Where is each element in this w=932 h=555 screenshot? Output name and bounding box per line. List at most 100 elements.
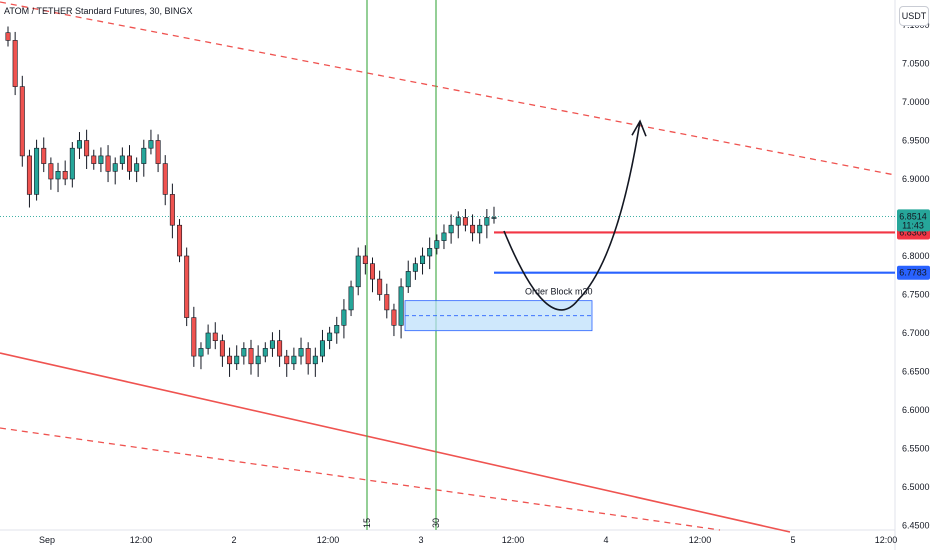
candle-body <box>205 332 211 349</box>
candle-body <box>327 332 333 341</box>
lower-trendline <box>0 352 791 533</box>
price-tick-label: 6.7500 <box>902 290 930 300</box>
candle-body <box>169 194 175 226</box>
candle-body <box>412 263 418 272</box>
candle-body <box>105 155 111 172</box>
candle-body <box>369 263 375 280</box>
candle-body <box>420 255 426 264</box>
candle-body <box>312 355 318 365</box>
candle-body <box>141 147 147 164</box>
candle-body <box>241 348 247 357</box>
time-tick-label: 12:00 <box>875 535 898 545</box>
price-level-value: 6.8306 <box>899 227 927 237</box>
candle-body <box>377 278 383 295</box>
candle-body <box>391 309 397 326</box>
candle-body <box>41 147 47 164</box>
price-tick-label: 6.6000 <box>902 405 930 415</box>
time-tick-label: 3 <box>418 535 423 545</box>
candle-body <box>219 340 225 357</box>
candle-body <box>484 217 490 226</box>
candle-body <box>441 232 447 241</box>
candle-body <box>212 332 218 341</box>
candle-body <box>76 140 82 149</box>
candle-body <box>434 240 440 249</box>
candle-body <box>127 155 133 172</box>
time-tick-label: 4 <box>603 535 608 545</box>
candle-body <box>384 294 390 311</box>
candle-body <box>55 171 61 180</box>
lower-channel-dashed <box>0 427 721 531</box>
price-tick-label: 6.6500 <box>902 367 930 377</box>
candle-body <box>148 140 154 149</box>
candle-body <box>5 32 11 41</box>
price-tick-label: 6.5500 <box>902 444 930 454</box>
candle-body <box>362 255 368 264</box>
candle-body <box>112 163 118 172</box>
time-tick-label: 12:00 <box>130 535 153 545</box>
candle-body <box>91 155 97 164</box>
candle-body <box>405 271 411 288</box>
bar-countdown: 11:43 <box>902 220 924 230</box>
candle-body <box>162 163 168 195</box>
price-tick-label: 6.5000 <box>902 482 930 492</box>
last-price-value: 6.8514 <box>899 211 927 221</box>
candle-body <box>305 348 311 365</box>
candle-body <box>448 224 454 234</box>
order-block-label: Order Block m30 <box>525 287 593 297</box>
price-tick-label: 6.8000 <box>902 251 930 261</box>
candle-body <box>348 286 354 311</box>
time-tick-label: 12:00 <box>317 535 340 545</box>
projection-curve <box>503 121 641 311</box>
candle-body <box>427 248 433 257</box>
price-level-badge <box>897 265 930 280</box>
candle-body <box>341 309 347 326</box>
candle-body <box>198 348 204 357</box>
candle-body <box>48 163 54 180</box>
price-tick-label: 6.9000 <box>902 174 930 184</box>
candle-body <box>248 348 254 365</box>
candle-body <box>470 224 476 234</box>
time-marker-label: 30 <box>431 518 441 528</box>
candle-body <box>477 224 483 234</box>
candle-body <box>119 155 125 164</box>
candle-body <box>191 317 197 357</box>
candle-body <box>291 355 297 365</box>
candle-body <box>12 40 18 87</box>
price-tick-label: 6.9500 <box>902 136 930 146</box>
candle-body <box>227 355 233 365</box>
candle-body <box>455 217 461 226</box>
candle-body <box>462 217 468 226</box>
price-tick-label: 6.7000 <box>902 328 930 338</box>
candle-body <box>491 217 497 219</box>
candle-body <box>19 86 25 157</box>
candle-body <box>84 140 90 157</box>
candle-body <box>26 155 32 195</box>
last-price-badge <box>897 209 930 232</box>
time-tick-label: 5 <box>790 535 795 545</box>
currency-selector[interactable]: USDT <box>899 6 929 26</box>
candle-body <box>69 147 75 180</box>
candle-body <box>355 255 361 288</box>
candle-body <box>34 147 40 195</box>
candle-body <box>177 224 183 257</box>
projection-arrowhead <box>631 119 647 137</box>
candle-body <box>277 340 283 357</box>
time-tick-label: Sep <box>39 535 55 545</box>
candle-body <box>184 255 190 318</box>
candle-body <box>98 155 104 164</box>
candle-body <box>155 140 161 164</box>
candle-body <box>398 286 404 326</box>
candle-body <box>298 348 304 357</box>
time-tick-label: 12:00 <box>689 535 712 545</box>
price-tick-label: 7.0500 <box>902 59 930 69</box>
price-level-value: 6.7783 <box>899 268 927 278</box>
chart-title: ATOM / TETHER Standard Futures, 30, BING… <box>4 6 193 16</box>
candle-body <box>234 355 240 365</box>
upper-trendline-dashed <box>0 1 896 176</box>
price-tick-label: 7.0000 <box>902 97 930 107</box>
candle-body <box>262 348 268 357</box>
candle-body <box>284 355 290 365</box>
time-marker-label: 15 <box>362 518 372 528</box>
